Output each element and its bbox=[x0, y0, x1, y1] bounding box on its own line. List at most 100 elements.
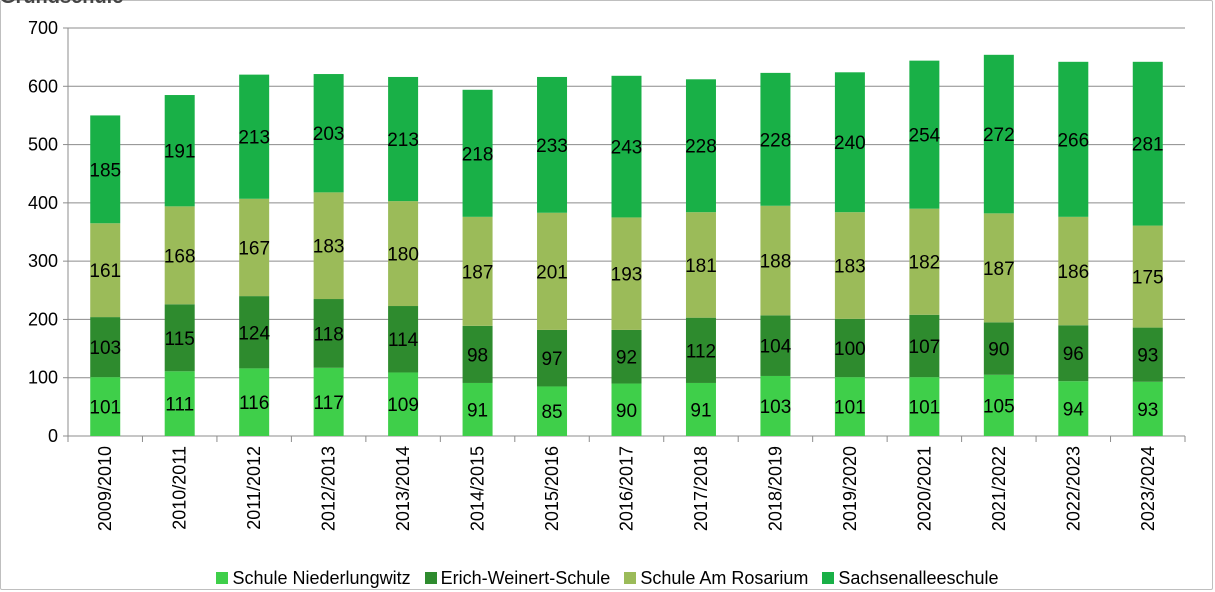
y-tick-label: 100 bbox=[28, 368, 58, 388]
bar-segment bbox=[239, 74, 270, 199]
data-label: 101 bbox=[89, 398, 121, 419]
bar-segment bbox=[834, 72, 865, 213]
data-label: 167 bbox=[238, 238, 270, 259]
bar-segment bbox=[983, 213, 1014, 323]
data-label: 117 bbox=[313, 393, 343, 414]
bar-segment bbox=[462, 382, 493, 436]
data-label: 180 bbox=[387, 245, 419, 266]
legend-swatch bbox=[624, 572, 637, 584]
bar-segment bbox=[760, 375, 791, 436]
legend-label: Schule Niederlungwitz bbox=[232, 567, 411, 588]
data-label: 101 bbox=[909, 398, 941, 419]
bar-segment bbox=[685, 212, 716, 318]
bar-segment bbox=[611, 383, 642, 436]
data-label: 201 bbox=[536, 262, 568, 283]
chart-title-fragment: Grundschule bbox=[0, 0, 123, 9]
bar-segment bbox=[685, 79, 716, 213]
data-label: 104 bbox=[760, 337, 792, 358]
data-label: 281 bbox=[1132, 135, 1164, 156]
bar-segment bbox=[1058, 216, 1089, 326]
bar-segment bbox=[1058, 61, 1089, 217]
y-tick-label: 300 bbox=[28, 251, 58, 271]
bar-segment bbox=[313, 74, 344, 193]
bar-segment bbox=[313, 367, 344, 436]
data-label: 93 bbox=[1137, 400, 1158, 421]
bar-segment bbox=[760, 72, 791, 206]
data-label: 228 bbox=[760, 130, 792, 151]
bar-segment bbox=[90, 377, 121, 436]
bar-segment bbox=[462, 89, 493, 217]
data-label: 115 bbox=[165, 329, 195, 350]
legend-item: Sachsenalleeschule bbox=[822, 568, 999, 589]
bar-segment bbox=[388, 372, 419, 436]
data-label: 109 bbox=[387, 395, 419, 416]
x-tick-label: 2009/2010 bbox=[95, 446, 115, 531]
data-label: 93 bbox=[1137, 346, 1158, 367]
data-label: 114 bbox=[388, 330, 419, 351]
data-label: 112 bbox=[686, 341, 716, 362]
bar-segment bbox=[983, 54, 1014, 214]
bar-segment bbox=[1132, 381, 1163, 436]
data-label: 103 bbox=[760, 397, 792, 418]
x-tick-label: 2016/2017 bbox=[617, 446, 637, 531]
bar-segment bbox=[983, 374, 1014, 436]
x-tick-label: 2019/2020 bbox=[840, 446, 860, 531]
bar-segment bbox=[90, 317, 121, 378]
data-label: 85 bbox=[541, 402, 562, 423]
y-tick-label: 200 bbox=[28, 309, 58, 329]
data-label: 181 bbox=[685, 256, 717, 277]
bar-segment bbox=[1058, 325, 1089, 382]
data-label: 118 bbox=[313, 324, 343, 345]
bar-segment bbox=[388, 306, 419, 373]
data-label: 272 bbox=[983, 125, 1015, 146]
data-label: 191 bbox=[164, 142, 196, 163]
legend-label: Erich-Weinert-Schule bbox=[440, 567, 611, 588]
bar-segment bbox=[239, 198, 270, 297]
bar-segment bbox=[239, 368, 270, 436]
y-tick-label: 400 bbox=[28, 193, 58, 213]
data-label: 254 bbox=[909, 126, 941, 147]
data-label: 161 bbox=[89, 261, 121, 282]
y-tick-label: 500 bbox=[28, 135, 58, 155]
bar-segment bbox=[462, 216, 493, 326]
bar-segment bbox=[90, 115, 121, 224]
bar-segment bbox=[685, 317, 716, 383]
bar-segment bbox=[388, 201, 419, 307]
data-label: 107 bbox=[909, 337, 941, 358]
data-label: 97 bbox=[541, 349, 562, 370]
data-label: 105 bbox=[983, 396, 1015, 417]
data-label: 175 bbox=[1132, 268, 1164, 289]
bar-segment bbox=[537, 212, 568, 330]
legend-item: Schule Niederlungwitz bbox=[216, 567, 411, 589]
legend-item: Schule Am Rosarium bbox=[624, 568, 808, 589]
bar-segment bbox=[1132, 61, 1163, 226]
x-tick-label: 2012/2013 bbox=[319, 446, 339, 531]
bar-segment bbox=[1132, 225, 1163, 328]
bar-segment bbox=[462, 325, 493, 383]
data-label: 193 bbox=[611, 265, 643, 286]
bar-segment bbox=[1132, 327, 1163, 382]
y-tick-label: 0 bbox=[48, 426, 58, 446]
bar-segment bbox=[164, 371, 195, 436]
data-label: 213 bbox=[387, 130, 419, 151]
bar-segment bbox=[90, 223, 121, 318]
bar-segment bbox=[983, 322, 1014, 375]
data-label: 233 bbox=[536, 136, 568, 157]
data-label: 187 bbox=[462, 262, 494, 283]
y-tick-label: 600 bbox=[28, 76, 58, 96]
bar-segment bbox=[909, 314, 940, 378]
bar-segment bbox=[537, 76, 568, 213]
data-label: 182 bbox=[909, 253, 941, 274]
legend-swatch bbox=[216, 572, 229, 584]
data-label: 185 bbox=[89, 160, 121, 181]
bar-segment bbox=[1058, 381, 1089, 436]
bar-segment bbox=[760, 315, 791, 376]
bar-segment bbox=[537, 329, 568, 387]
bar-segment bbox=[388, 76, 419, 202]
legend-swatch bbox=[822, 572, 835, 584]
data-label: 100 bbox=[834, 339, 866, 360]
bar-segment bbox=[313, 192, 344, 300]
legend-swatch bbox=[424, 572, 437, 584]
data-label: 228 bbox=[685, 137, 717, 158]
